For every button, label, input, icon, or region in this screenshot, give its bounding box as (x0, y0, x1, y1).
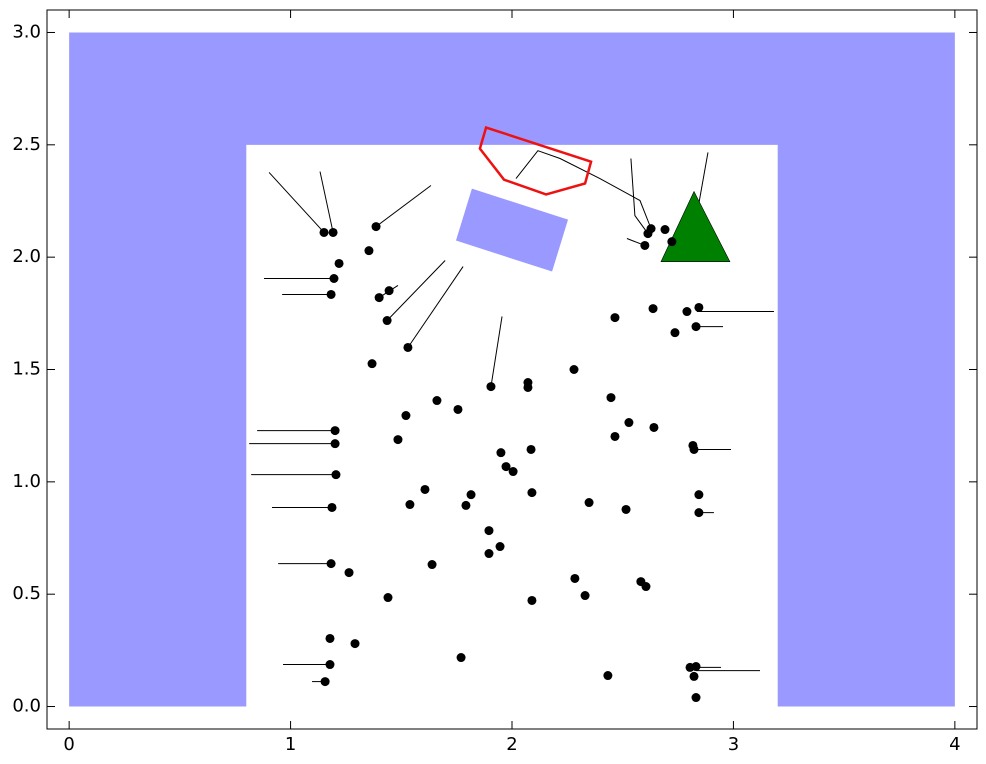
y-tick-label: 2.5 (12, 134, 41, 155)
point (461, 500, 471, 510)
point (401, 411, 411, 421)
y-tick-label: 1.0 (12, 471, 41, 492)
point (456, 653, 466, 663)
point (649, 422, 659, 432)
trail (268, 172, 325, 233)
obstacle (69, 32, 955, 707)
point (694, 490, 704, 500)
point (453, 404, 463, 414)
point (327, 502, 337, 512)
point (383, 593, 393, 603)
point (584, 498, 594, 508)
robot-outline (478, 125, 593, 196)
point (350, 639, 360, 649)
point (405, 500, 415, 510)
point (326, 559, 336, 569)
point (427, 560, 437, 570)
x-tick-label: 4 (949, 734, 960, 755)
point (660, 225, 670, 235)
point (523, 382, 533, 392)
point (694, 302, 704, 312)
trail (490, 316, 503, 387)
point (331, 470, 341, 480)
point (570, 573, 580, 583)
point (325, 633, 335, 643)
trail (386, 260, 446, 321)
point (641, 582, 651, 592)
y-tick-label: 0.5 (12, 583, 41, 604)
trail (319, 171, 334, 233)
y-tick-label: 2.0 (12, 246, 41, 267)
point (667, 237, 677, 247)
point (610, 313, 620, 323)
point (403, 342, 413, 352)
point (691, 662, 701, 672)
point (508, 467, 518, 477)
point (325, 660, 335, 670)
point (328, 227, 338, 237)
point (319, 227, 329, 237)
point (367, 359, 377, 369)
point (330, 439, 340, 449)
point (640, 240, 650, 250)
point (527, 488, 537, 498)
point (334, 258, 344, 268)
point (526, 444, 536, 454)
point (484, 549, 494, 559)
point (610, 431, 620, 441)
point (569, 365, 579, 374)
point (484, 526, 494, 536)
point (496, 448, 506, 458)
x-tick-label: 0 (63, 734, 74, 755)
point (580, 591, 590, 601)
point (320, 677, 330, 687)
point (393, 435, 403, 445)
point (606, 393, 616, 403)
point (486, 382, 496, 392)
point (344, 568, 354, 578)
point (689, 671, 699, 681)
x-tick-label: 2 (506, 734, 517, 755)
point (495, 542, 505, 552)
goal-triangle (660, 190, 731, 262)
point (329, 274, 339, 284)
point (694, 508, 704, 518)
point (501, 462, 511, 472)
point (624, 418, 634, 428)
trail (375, 185, 432, 227)
point (670, 328, 680, 338)
obstacle (455, 188, 569, 272)
point (682, 307, 692, 317)
point (466, 490, 476, 500)
x-tick-label: 1 (285, 734, 296, 755)
x-tick-label: 3 (728, 734, 739, 755)
point (374, 293, 384, 303)
point (527, 595, 537, 605)
point (643, 229, 653, 239)
y-tick-label: 1.5 (12, 359, 41, 380)
y-tick-label: 3.0 (12, 21, 41, 42)
point (330, 426, 340, 436)
trail (407, 266, 464, 348)
point (621, 504, 631, 514)
point (688, 440, 698, 450)
y-tick-label: 0.0 (12, 696, 41, 717)
point (364, 246, 374, 256)
point (691, 693, 701, 703)
point (384, 286, 394, 296)
point (691, 322, 701, 332)
trail (515, 150, 652, 229)
point (382, 316, 392, 326)
point (432, 396, 442, 406)
point (420, 484, 430, 494)
point (326, 289, 336, 299)
trail (630, 158, 649, 234)
point (371, 222, 381, 232)
point (648, 304, 658, 314)
point (603, 671, 613, 681)
